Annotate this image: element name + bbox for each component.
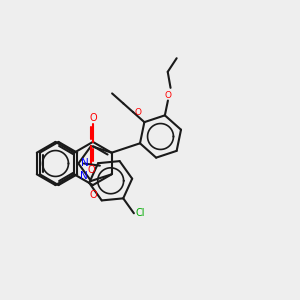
Text: N: N — [80, 171, 88, 182]
Text: O: O — [89, 113, 97, 123]
Text: Cl: Cl — [135, 208, 145, 218]
Text: O: O — [135, 108, 142, 117]
Text: O: O — [89, 190, 97, 200]
Text: N: N — [81, 158, 88, 169]
Text: O: O — [164, 91, 171, 100]
Text: O: O — [87, 165, 95, 175]
